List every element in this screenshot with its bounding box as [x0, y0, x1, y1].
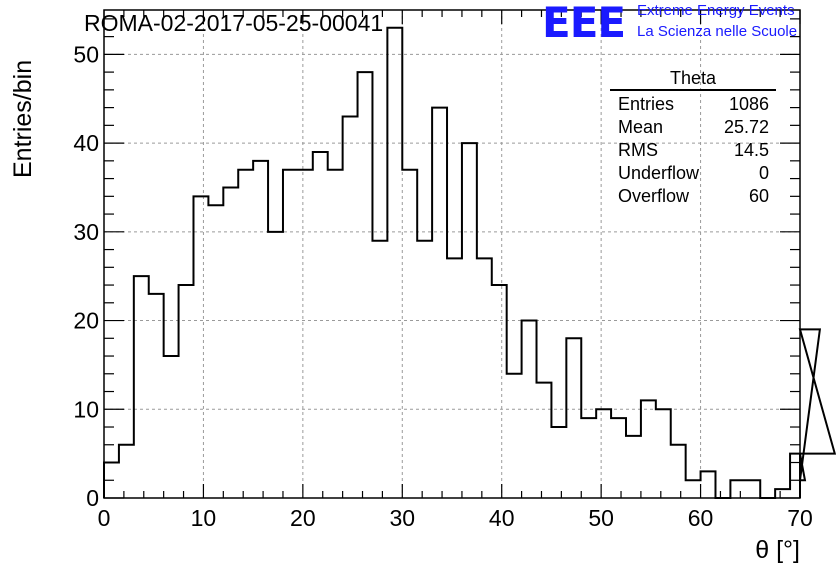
- y-tick-label: 40: [73, 130, 99, 156]
- axis-ticks: [103, 10, 801, 499]
- y-tick-label: 10: [73, 396, 99, 422]
- x-tick-label: 20: [290, 505, 316, 531]
- y-tick-label: 30: [73, 219, 99, 245]
- plot-frame: [103, 9, 801, 499]
- eee-logo-mark: EEE: [542, 0, 626, 47]
- chart-title: ROMA-02-2017-05-25-00041: [84, 10, 384, 36]
- x-tick-label: 60: [688, 505, 714, 531]
- x-tick-label: 0: [98, 505, 111, 531]
- x-tick-label: 40: [489, 505, 515, 531]
- x-tick-label: 70: [787, 505, 813, 531]
- stats-row-entries: Entries 1086: [610, 93, 776, 116]
- y-tick-labels: 0 10 20 30 40 50: [73, 41, 99, 511]
- y-tick-label: 20: [73, 308, 99, 334]
- stats-row-mean: Mean 25.72: [610, 116, 776, 139]
- stats-title: Theta: [610, 68, 776, 91]
- x-tick-label: 10: [191, 505, 217, 531]
- stats-value: 60: [748, 186, 769, 206]
- logo-line-2: La Scienza nelle Scuole: [637, 23, 798, 40]
- stats-label: Entries: [618, 94, 675, 114]
- stats-label: RMS: [618, 140, 658, 160]
- y-tick-label: 50: [73, 41, 99, 67]
- stats-row-rms: RMS 14.5: [610, 139, 776, 162]
- stats-label: Overflow: [618, 186, 690, 206]
- x-tick-labels: 0 10 20 30 40 50 60 70: [98, 505, 813, 531]
- x-tick-label: 30: [389, 505, 415, 531]
- stats-value: 14.5: [733, 140, 769, 160]
- stats-value: 1086: [728, 94, 769, 114]
- stats-label: Underflow: [618, 163, 700, 183]
- y-tick-label: 0: [86, 485, 99, 511]
- x-axis-label: θ [°]: [755, 536, 800, 564]
- stats-box: Theta Entries 1086 Mean 25.72 RMS 14.5 U…: [610, 68, 776, 208]
- stats-label: Mean: [618, 117, 664, 137]
- stats-row-underflow: Underflow 0: [610, 162, 776, 185]
- stats-row-overflow: Overflow 60: [610, 185, 776, 208]
- y-axis-label: Entries/bin: [9, 60, 37, 178]
- stats-value: 25.72: [723, 117, 769, 137]
- logo-line-1: Extreme Energy Events: [637, 2, 795, 19]
- x-tick-label: 50: [588, 505, 614, 531]
- grid-lines: [104, 10, 800, 498]
- stats-value: 0: [758, 163, 769, 183]
